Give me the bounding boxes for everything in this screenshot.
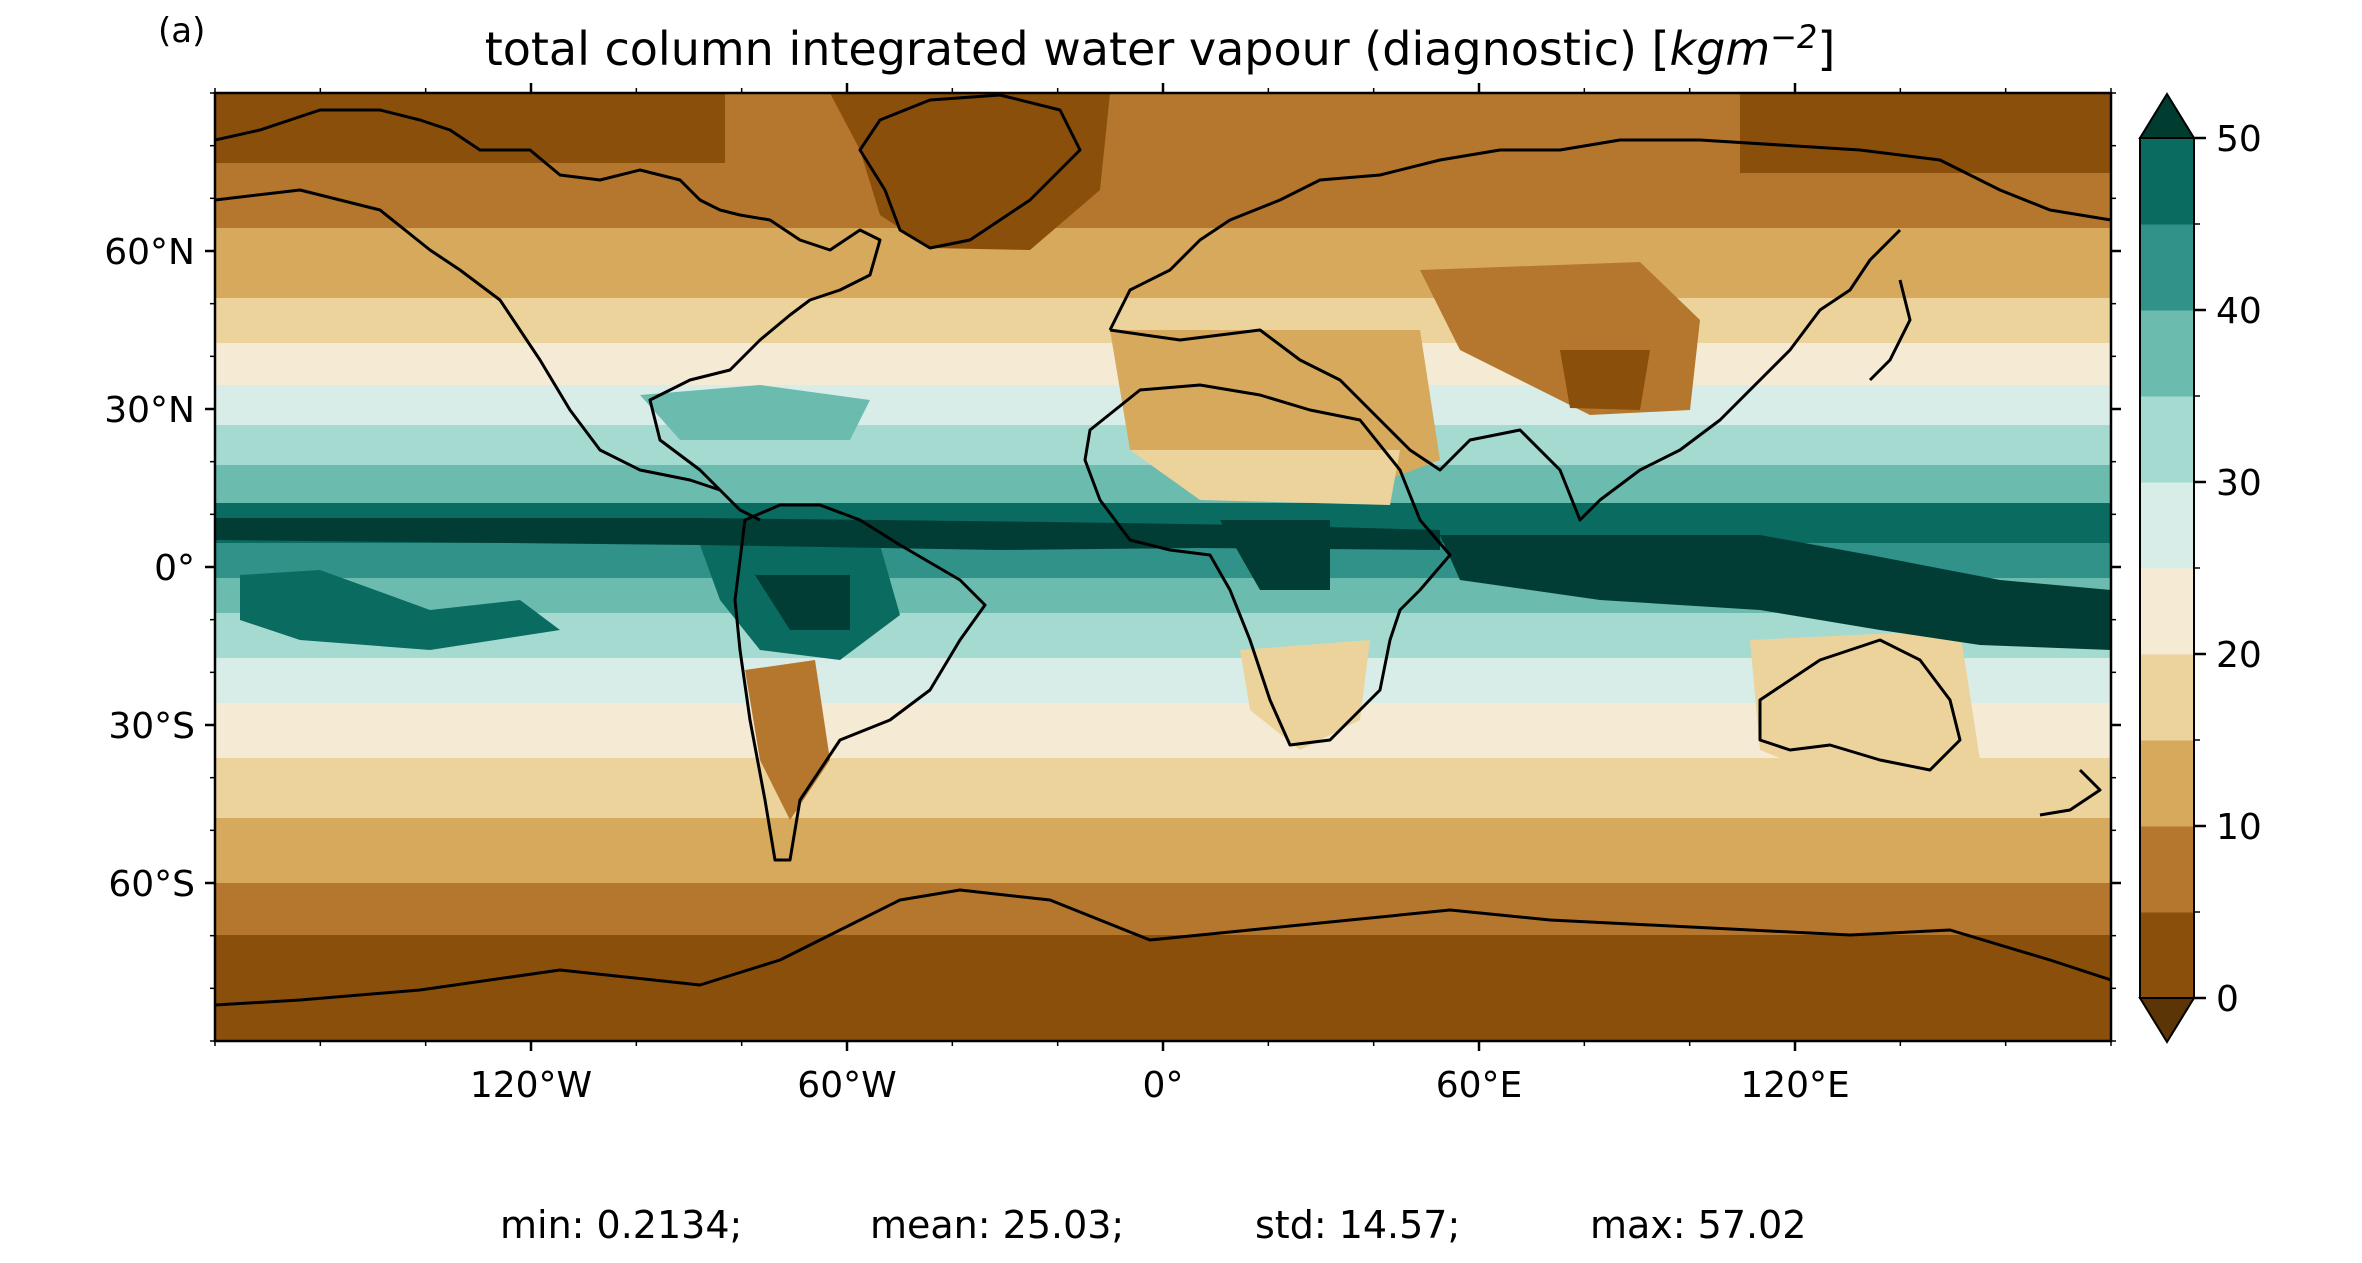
stat-max: max: 57.02 — [1590, 1203, 1806, 1247]
title-unit-exponent: −2 — [1770, 18, 1817, 56]
stat-std: std: 14.57; — [1255, 1203, 1460, 1247]
lat-tick-label: 60°S — [108, 864, 195, 905]
coast-japan — [1868, 279, 1912, 382]
colorbar-extend-min — [2138, 997, 2196, 1044]
colorbar-segment — [2140, 568, 2194, 655]
stat-min: min: 0.2134; — [500, 1203, 742, 1247]
colorbar: 0 10 20 30 40 50 — [2138, 92, 2262, 1044]
lat-tick-label: 30°N — [104, 390, 195, 431]
colorbar-segment — [2140, 138, 2194, 225]
latitude-axis: 60°N 30°N 0° 30°S 60°S — [104, 92, 2121, 1042]
vapour-field — [215, 93, 2111, 1041]
longitude-axis: 120°W 60°W 0° 60°E 120°E — [214, 83, 2112, 1106]
colorbar-tick-label: 40 — [2216, 291, 2262, 332]
title-main: total column integrated water vapour (di… — [485, 22, 1670, 76]
lon-tick-label: 60°W — [797, 1065, 896, 1106]
colorbar-segment — [2140, 396, 2194, 483]
stat-mean: mean: 25.03; — [870, 1203, 1124, 1247]
colorbar-segment — [2140, 740, 2194, 827]
panel-label: (a) — [158, 11, 205, 51]
title-unit: kgm — [1670, 22, 1771, 76]
coast-north-america — [215, 108, 882, 522]
coast-africa — [1083, 383, 1452, 747]
colorbar-tick-label: 10 — [2216, 807, 2262, 848]
colorbar-tick-label: 50 — [2216, 119, 2262, 160]
lat-tick-label: 60°N — [104, 232, 195, 273]
lon-tick-label: 60°E — [1436, 1065, 1523, 1106]
colorbar-segment — [2140, 482, 2194, 569]
lat-tick-label: 0° — [154, 548, 195, 589]
colorbar-segment — [2140, 826, 2194, 913]
colorbar-segment — [2140, 224, 2194, 311]
coast-antarctica — [215, 888, 2111, 1007]
plot-title: total column integrated water vapour (di… — [485, 18, 1836, 76]
colorbar-tick-label: 30 — [2216, 463, 2262, 504]
stats-line: min: 0.2134; mean: 25.03; std: 14.57; ma… — [500, 1203, 1806, 1247]
colorbar-segment — [2140, 310, 2194, 397]
lat-tick-label: 30°S — [108, 706, 195, 747]
title-end: ] — [1817, 22, 1835, 76]
colorbar-segment — [2140, 912, 2194, 999]
coast-south-america — [733, 503, 987, 862]
coast-new-zealand — [2039, 768, 2102, 817]
coastlines — [215, 93, 2111, 1007]
lon-tick-label: 120°E — [1740, 1065, 1849, 1106]
colorbar-tick-label: 0 — [2216, 979, 2239, 1020]
coast-greenland — [858, 93, 1082, 250]
coast-eurasia — [1108, 138, 2111, 522]
colorbar-segment — [2140, 654, 2194, 741]
lon-tick-label: 0° — [1143, 1065, 1184, 1106]
colorbar-tick-label: 20 — [2216, 635, 2262, 676]
colorbar-extend-max — [2138, 92, 2196, 139]
coast-australia — [1758, 638, 1962, 772]
lon-tick-label: 120°W — [470, 1065, 592, 1106]
map-panel: 60°N 30°N 0° 30°S 60°S 120°W 60°W 0° 60°E 120°E — [104, 83, 2121, 1106]
